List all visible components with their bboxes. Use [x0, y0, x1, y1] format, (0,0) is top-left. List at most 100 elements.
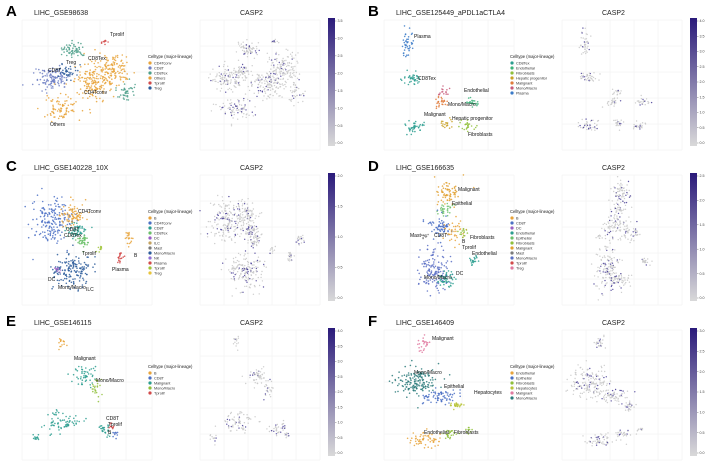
expression-point [238, 69, 240, 72]
cell-point [91, 93, 93, 95]
cell-point [104, 39, 107, 42]
expression-point [615, 102, 617, 104]
expression-point [285, 59, 287, 62]
cell-point [56, 226, 58, 228]
cell-point [73, 235, 75, 238]
expression-point [255, 45, 258, 48]
cell-point [425, 264, 428, 266]
expression-point [623, 187, 625, 189]
expression-point [247, 242, 249, 244]
cell-point [407, 372, 410, 374]
expression-point [581, 118, 583, 121]
cell-point [52, 106, 54, 108]
cell-point [426, 386, 429, 388]
cell-point [403, 77, 406, 79]
colorbar-tick-label: 0.5 [338, 266, 343, 270]
expression-point [250, 268, 252, 270]
cell-point [56, 214, 58, 216]
cell-point [52, 236, 54, 239]
cell-point [107, 41, 109, 43]
cell-point [61, 231, 63, 233]
expression-point [218, 231, 220, 233]
cell-point [80, 366, 83, 368]
cell-point [69, 268, 72, 270]
expression-point [607, 231, 609, 233]
expression-point [616, 259, 618, 261]
expression-point [224, 68, 226, 71]
cell-point [435, 272, 437, 274]
expression-point [230, 411, 232, 414]
expression-point [621, 196, 623, 198]
cell-point [115, 72, 117, 74]
expression-point [604, 237, 607, 240]
expression-point [611, 284, 613, 287]
expression-point [581, 77, 583, 79]
expression-point [631, 206, 633, 208]
cell-point [470, 102, 473, 105]
cell-point [471, 99, 473, 102]
cell-point [73, 213, 76, 215]
cell-point [409, 46, 411, 49]
cell-point [50, 266, 52, 268]
cell-point [77, 383, 80, 385]
expression-point [621, 235, 623, 237]
legend-label: NK [154, 256, 160, 260]
cell-point [425, 260, 427, 262]
cell-point [41, 221, 44, 223]
cell-point [106, 80, 109, 82]
expression-point [641, 102, 643, 105]
legend-swatch [510, 216, 514, 220]
panel-letter: A [6, 3, 17, 20]
expression-point [242, 218, 244, 220]
expression-point [621, 189, 623, 192]
expression-point [290, 259, 292, 262]
expression-point [238, 72, 240, 74]
cell-point [447, 185, 449, 187]
expression-point [243, 266, 245, 268]
colorbar [690, 173, 697, 301]
cell-point [72, 267, 74, 269]
expression-point [221, 74, 224, 77]
cell-point [53, 81, 56, 83]
expression-point [245, 280, 247, 282]
legend-swatch [148, 386, 152, 390]
expression-point [615, 211, 617, 214]
expression-point [280, 427, 282, 429]
expression-point [624, 283, 626, 285]
cluster-label: DC [456, 271, 464, 277]
cell-point [72, 237, 74, 240]
colorbar-tick-label: 1.5 [338, 205, 343, 209]
legend-label: CD8Tex [516, 61, 530, 65]
cell-point [74, 69, 77, 72]
cell-point [62, 412, 64, 415]
expression-point [265, 266, 267, 268]
expression-point [610, 289, 612, 291]
cell-point [413, 386, 416, 389]
cell-point [32, 218, 34, 221]
expression-point [582, 27, 584, 29]
cell-point [423, 121, 425, 124]
cell-point [416, 371, 419, 374]
expression-point [620, 278, 623, 280]
cell-point [467, 123, 470, 125]
cell-point [436, 287, 438, 290]
cell-point [428, 381, 430, 384]
expression-point [601, 106, 604, 108]
cell-point [417, 373, 420, 376]
expression-point [256, 371, 258, 374]
expression-point [620, 274, 623, 277]
expression-point [234, 220, 236, 223]
cell-point [86, 90, 88, 93]
cell-point [406, 133, 408, 136]
cell-point [104, 73, 106, 76]
cell-point [465, 428, 467, 431]
expression-point [615, 221, 618, 223]
expression-point [266, 387, 269, 389]
expression-point [295, 241, 297, 243]
cell-point [48, 208, 51, 210]
cell-point [27, 223, 30, 226]
expression-point [239, 213, 242, 215]
cell-point [49, 230, 51, 232]
legend-swatch [148, 371, 152, 375]
cell-point [404, 44, 407, 47]
